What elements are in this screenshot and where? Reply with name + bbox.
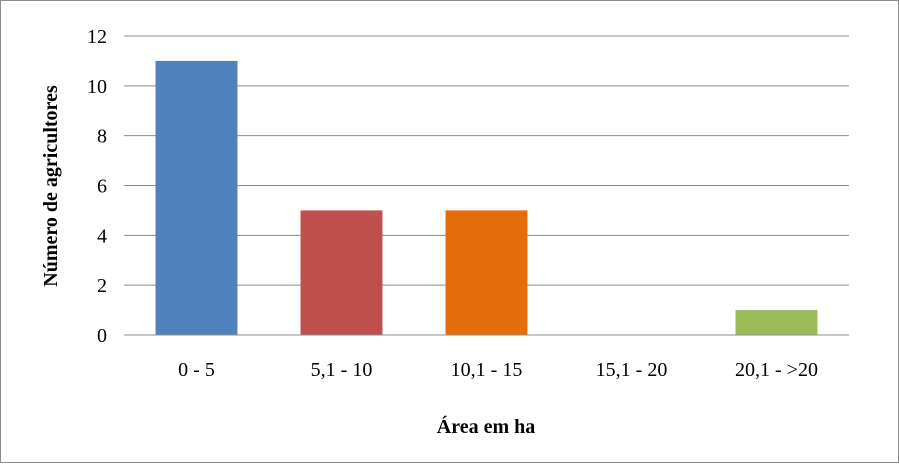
x-tick-label: 20,1 - >20	[735, 359, 818, 381]
bar	[155, 60, 238, 336]
y-axis-title: Número de agricultores	[40, 85, 62, 287]
x-tick-labels: 0 - 5 5,1 - 10 10,1 - 15 15,1 - 20 20,1 - >2…	[178, 359, 818, 381]
x-tick-label: 0 - 5	[178, 359, 215, 381]
y-tick-label: 2	[97, 275, 107, 297]
x-tick-label: 15,1 - 20	[596, 359, 668, 381]
bars	[155, 60, 818, 336]
x-tick-label: 5,1 - 10	[311, 359, 373, 381]
bar	[300, 210, 383, 335]
x-axis-title: Área em ha	[437, 415, 536, 438]
y-tick-label: 8	[97, 126, 107, 148]
y-tick-label: 10	[87, 76, 107, 98]
bar	[445, 210, 528, 335]
y-tick-labels: 0 2 4 6 8 10 12	[87, 26, 107, 347]
y-tick-label: 6	[97, 176, 107, 198]
bar	[735, 310, 818, 335]
y-tick-label: 0	[97, 325, 107, 347]
x-tick-label: 10,1 - 15	[451, 359, 523, 381]
y-tick-label: 4	[97, 225, 107, 247]
gridlines	[124, 35, 849, 286]
y-tick-label: 12	[87, 26, 107, 48]
